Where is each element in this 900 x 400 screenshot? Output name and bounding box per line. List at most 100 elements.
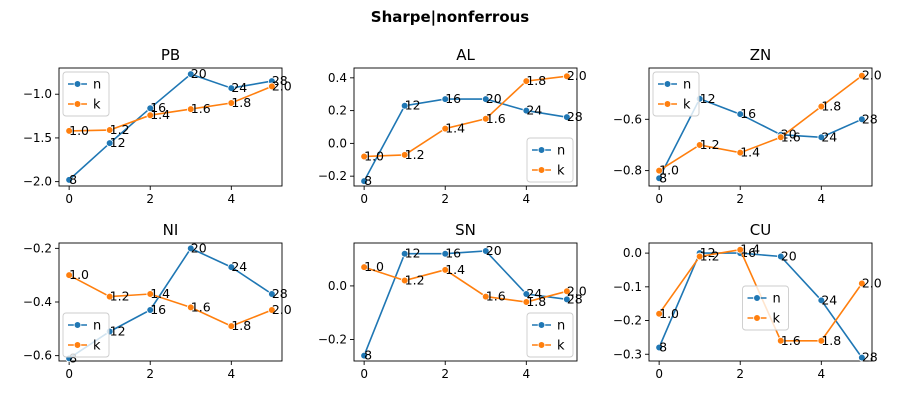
data-point-k xyxy=(146,290,155,298)
legend-box xyxy=(526,137,574,183)
legend-label-k: k xyxy=(557,339,565,354)
data-label-n: 20 xyxy=(191,240,207,255)
data-label-n: 20 xyxy=(486,243,502,258)
data-point-n xyxy=(441,95,450,103)
x-tick-label: 2 xyxy=(146,192,154,206)
data-label-n: 8 xyxy=(69,350,77,365)
x-tick-label: 4 xyxy=(522,192,530,206)
x-tick-label: 2 xyxy=(146,367,154,381)
data-label-n: 28 xyxy=(272,73,288,88)
data-label-k: 1.4 xyxy=(445,262,465,277)
legend-label-n: n xyxy=(557,144,565,159)
y-tick-label: −0.2 xyxy=(613,314,642,328)
data-point-n xyxy=(65,176,73,184)
y-tick-label: −0.2 xyxy=(318,333,347,347)
data-label-n: 24 xyxy=(821,129,837,144)
legend-label-k: k xyxy=(557,164,565,179)
legend-label-n: n xyxy=(773,292,781,307)
legend-box xyxy=(652,71,700,117)
data-label-k: 1.2 xyxy=(405,273,425,288)
legend: nk xyxy=(652,71,700,117)
data-label-k: 1.8 xyxy=(526,294,546,309)
data-point-k xyxy=(522,77,531,85)
data-label-n: 20 xyxy=(191,66,207,81)
axes-frame xyxy=(353,67,578,187)
x-tick-label: 0 xyxy=(360,367,368,381)
data-point-n xyxy=(563,113,571,121)
data-point-n xyxy=(360,177,368,185)
data-point-k xyxy=(186,303,195,312)
data-label-k: 1.2 xyxy=(110,122,130,137)
data-label-n: 24 xyxy=(526,103,542,118)
data-label-k: 1.0 xyxy=(659,306,679,321)
legend-label-k: k xyxy=(773,312,781,327)
data-point-k xyxy=(481,292,490,301)
data-label-n: 20 xyxy=(781,248,797,263)
data-label-k: 2.0 xyxy=(272,78,292,93)
x-tick-label: 4 xyxy=(817,192,825,206)
data-point-k xyxy=(858,71,866,80)
data-point-k xyxy=(695,252,704,261)
data-label-k: 1.0 xyxy=(69,267,89,282)
data-point-k xyxy=(186,105,195,113)
data-label-n: 8 xyxy=(659,170,667,185)
series-line-k xyxy=(658,75,863,172)
data-point-k xyxy=(400,276,409,285)
data-label-n: 20 xyxy=(486,91,502,106)
data-point-k xyxy=(105,292,114,301)
data-label-k: 1.4 xyxy=(150,107,170,122)
data-label-n: 28 xyxy=(862,350,878,365)
y-tick-label: −0.4 xyxy=(23,295,52,309)
data-label-k: 1.0 xyxy=(659,163,679,178)
y-tick-label: 0.4 xyxy=(328,71,347,85)
axes-frame xyxy=(648,67,873,187)
data-point-n xyxy=(268,290,276,298)
data-point-n xyxy=(522,290,531,298)
data-point-k xyxy=(400,151,409,159)
data-point-k xyxy=(563,72,571,80)
figure-title: Sharpe|nonferrous xyxy=(371,8,530,27)
data-point-n xyxy=(481,95,490,103)
legend-marker-n xyxy=(663,80,672,88)
data-label-k: 1.0 xyxy=(69,123,89,138)
data-point-n xyxy=(400,249,409,258)
data-label-n: 8 xyxy=(69,172,77,187)
data-label-k: 1.6 xyxy=(486,289,506,304)
panel-title: ZN xyxy=(750,46,772,64)
axes-frame xyxy=(353,242,578,362)
data-point-n xyxy=(817,296,826,305)
legend-label-n: n xyxy=(683,78,691,93)
data-point-n xyxy=(563,295,571,304)
legend: nk xyxy=(62,312,110,358)
legend: nk xyxy=(526,137,574,183)
data-point-k xyxy=(268,306,276,314)
panel-title: PB xyxy=(161,46,180,64)
data-point-k xyxy=(736,148,745,157)
data-label-n: 16 xyxy=(740,106,756,121)
data-point-k xyxy=(227,322,236,330)
data-point-n xyxy=(360,351,368,360)
x-tick-label: 2 xyxy=(736,192,744,206)
data-label-k: 2.0 xyxy=(567,283,587,298)
series-line-n xyxy=(363,250,568,356)
data-point-n xyxy=(227,84,236,92)
legend-box xyxy=(62,312,110,358)
data-point-n xyxy=(776,252,785,261)
data-label-n: 16 xyxy=(150,302,166,317)
data-point-k xyxy=(105,126,114,134)
data-label-n: 12 xyxy=(110,135,126,150)
data-point-k xyxy=(776,133,785,142)
y-tick-label: −0.2 xyxy=(318,169,347,183)
panel-title: NI xyxy=(163,221,179,239)
data-label-k: 1.8 xyxy=(231,95,251,110)
legend-marker-n xyxy=(753,294,761,302)
data-point-n xyxy=(655,174,663,183)
x-tick-label: 4 xyxy=(227,192,235,206)
legend-label-k: k xyxy=(683,98,691,113)
data-point-k xyxy=(227,99,236,107)
legend-marker-n xyxy=(537,146,546,154)
data-point-n xyxy=(858,353,866,362)
x-tick-label: 0 xyxy=(360,192,368,206)
